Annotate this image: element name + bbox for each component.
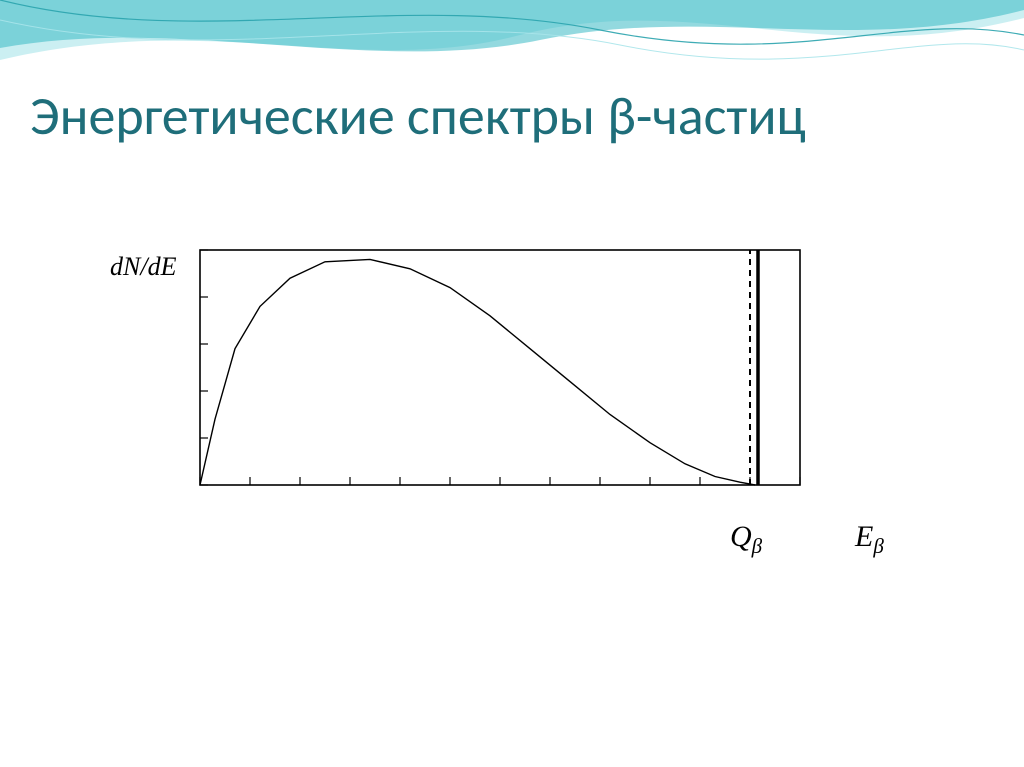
x-axis-q-sub: β	[752, 534, 762, 558]
x-axis-e-sub: β	[873, 534, 883, 558]
x-axis-label-e: Eβ	[855, 520, 884, 559]
x-axis-q-text: Q	[730, 520, 752, 553]
x-axis-e-text: E	[855, 520, 873, 553]
slide: { "title": "Энергетические спектры β-час…	[0, 0, 1024, 767]
y-axis-label: dN/dE	[110, 252, 176, 282]
beta-spectrum-chart: dN/dE Qβ Eβ	[110, 230, 900, 600]
x-axis-label-q: Qβ	[730, 520, 762, 559]
slide-title: Энергетические спектры β-частиц	[30, 85, 930, 147]
y-axis-label-text: dN/dE	[110, 252, 176, 281]
chart-svg	[110, 230, 900, 600]
